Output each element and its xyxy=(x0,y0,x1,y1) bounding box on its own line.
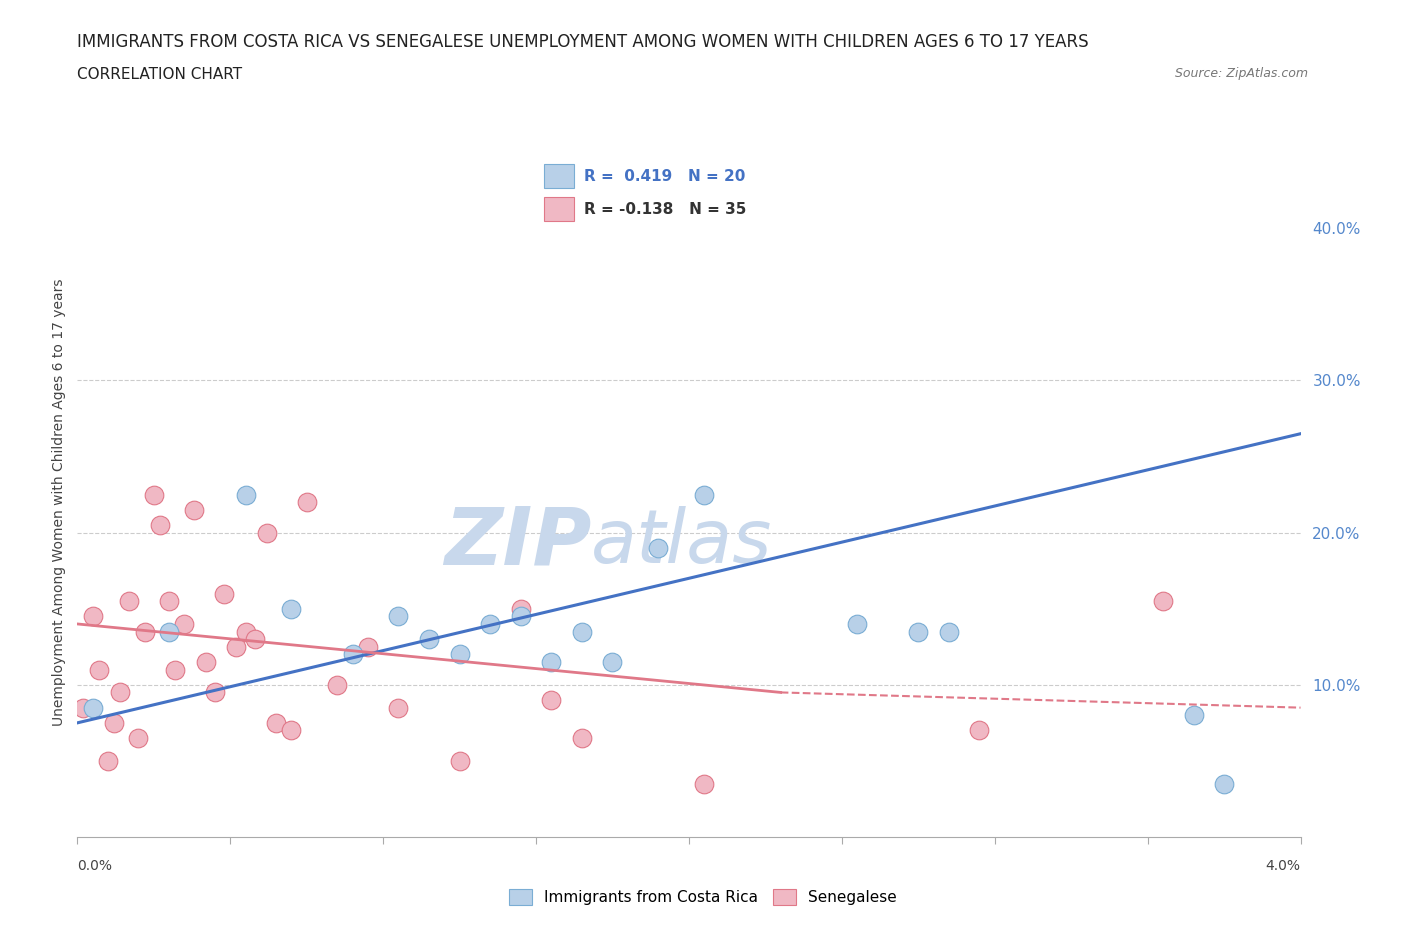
Point xyxy=(571,624,593,639)
Point xyxy=(342,647,364,662)
Point xyxy=(387,609,409,624)
Point xyxy=(82,609,104,624)
Point xyxy=(256,525,278,540)
Point xyxy=(183,502,205,517)
Point xyxy=(938,624,960,639)
Point xyxy=(243,631,266,646)
Point xyxy=(1152,593,1174,608)
Point xyxy=(571,731,593,746)
Point xyxy=(157,624,180,639)
Point xyxy=(693,487,716,502)
Point xyxy=(846,617,869,631)
Bar xyxy=(544,197,575,221)
Point xyxy=(194,655,217,670)
Text: ZIP: ZIP xyxy=(444,503,591,581)
Point xyxy=(108,685,131,700)
Point xyxy=(134,624,156,639)
Point xyxy=(602,655,624,670)
Point xyxy=(1213,777,1236,791)
Point xyxy=(87,662,110,677)
Point xyxy=(509,609,531,624)
Point xyxy=(357,639,380,654)
Point xyxy=(540,655,562,670)
Point xyxy=(212,586,235,601)
Point xyxy=(72,700,94,715)
Point xyxy=(326,677,349,692)
Point xyxy=(149,518,172,533)
Point xyxy=(264,715,287,730)
Y-axis label: Unemployment Among Women with Children Ages 6 to 17 years: Unemployment Among Women with Children A… xyxy=(52,278,66,726)
Point xyxy=(509,602,531,617)
Point xyxy=(540,693,562,708)
Point xyxy=(295,495,318,510)
Point xyxy=(118,593,141,608)
Point xyxy=(647,540,669,555)
Text: 4.0%: 4.0% xyxy=(1265,858,1301,872)
Point xyxy=(82,700,104,715)
Text: R = -0.138   N = 35: R = -0.138 N = 35 xyxy=(583,202,747,217)
Point xyxy=(103,715,125,730)
Point xyxy=(387,700,409,715)
Point xyxy=(693,777,716,791)
Point xyxy=(127,731,149,746)
Point xyxy=(907,624,929,639)
Text: 0.0%: 0.0% xyxy=(77,858,112,872)
Point xyxy=(225,639,247,654)
Text: R =  0.419   N = 20: R = 0.419 N = 20 xyxy=(583,168,745,184)
Text: IMMIGRANTS FROM COSTA RICA VS SENEGALESE UNEMPLOYMENT AMONG WOMEN WITH CHILDREN : IMMIGRANTS FROM COSTA RICA VS SENEGALESE… xyxy=(77,33,1090,50)
Point xyxy=(97,753,120,768)
Point xyxy=(1182,708,1205,723)
Point xyxy=(479,617,502,631)
Text: Source: ZipAtlas.com: Source: ZipAtlas.com xyxy=(1174,67,1308,80)
Point xyxy=(142,487,165,502)
Point xyxy=(157,593,180,608)
Point xyxy=(449,753,471,768)
Point xyxy=(280,602,302,617)
Point xyxy=(165,662,187,677)
Bar xyxy=(544,165,575,188)
Text: CORRELATION CHART: CORRELATION CHART xyxy=(77,67,242,82)
Point xyxy=(969,723,991,737)
Point xyxy=(235,624,257,639)
Point xyxy=(418,631,440,646)
Point xyxy=(235,487,257,502)
Point xyxy=(280,723,302,737)
Point xyxy=(449,647,471,662)
Point xyxy=(204,685,226,700)
Text: atlas: atlas xyxy=(591,506,772,578)
Legend: Immigrants from Costa Rica, Senegalese: Immigrants from Costa Rica, Senegalese xyxy=(503,883,903,911)
Point xyxy=(173,617,195,631)
